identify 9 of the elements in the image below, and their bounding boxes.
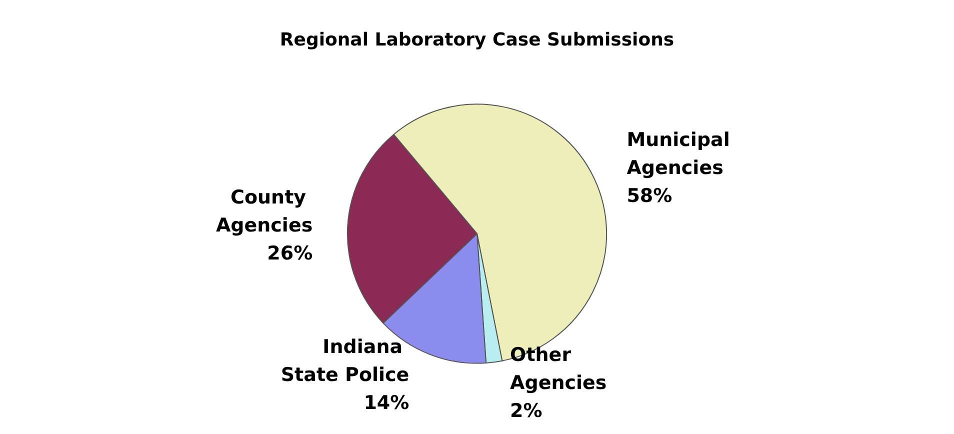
chart-title: Regional Laboratory Case Submissions xyxy=(280,30,674,50)
data-label: 26% xyxy=(267,242,313,264)
slice-label: County Agencies xyxy=(216,186,313,236)
data-label: 14% xyxy=(364,392,410,414)
data-label: 58% xyxy=(626,185,672,208)
slice-label: Indiana State Police xyxy=(280,336,410,386)
slice-label: Municipal Agencies xyxy=(626,129,737,180)
data-label: 2% xyxy=(510,400,542,422)
slice-label: Other Agencies xyxy=(510,344,607,394)
